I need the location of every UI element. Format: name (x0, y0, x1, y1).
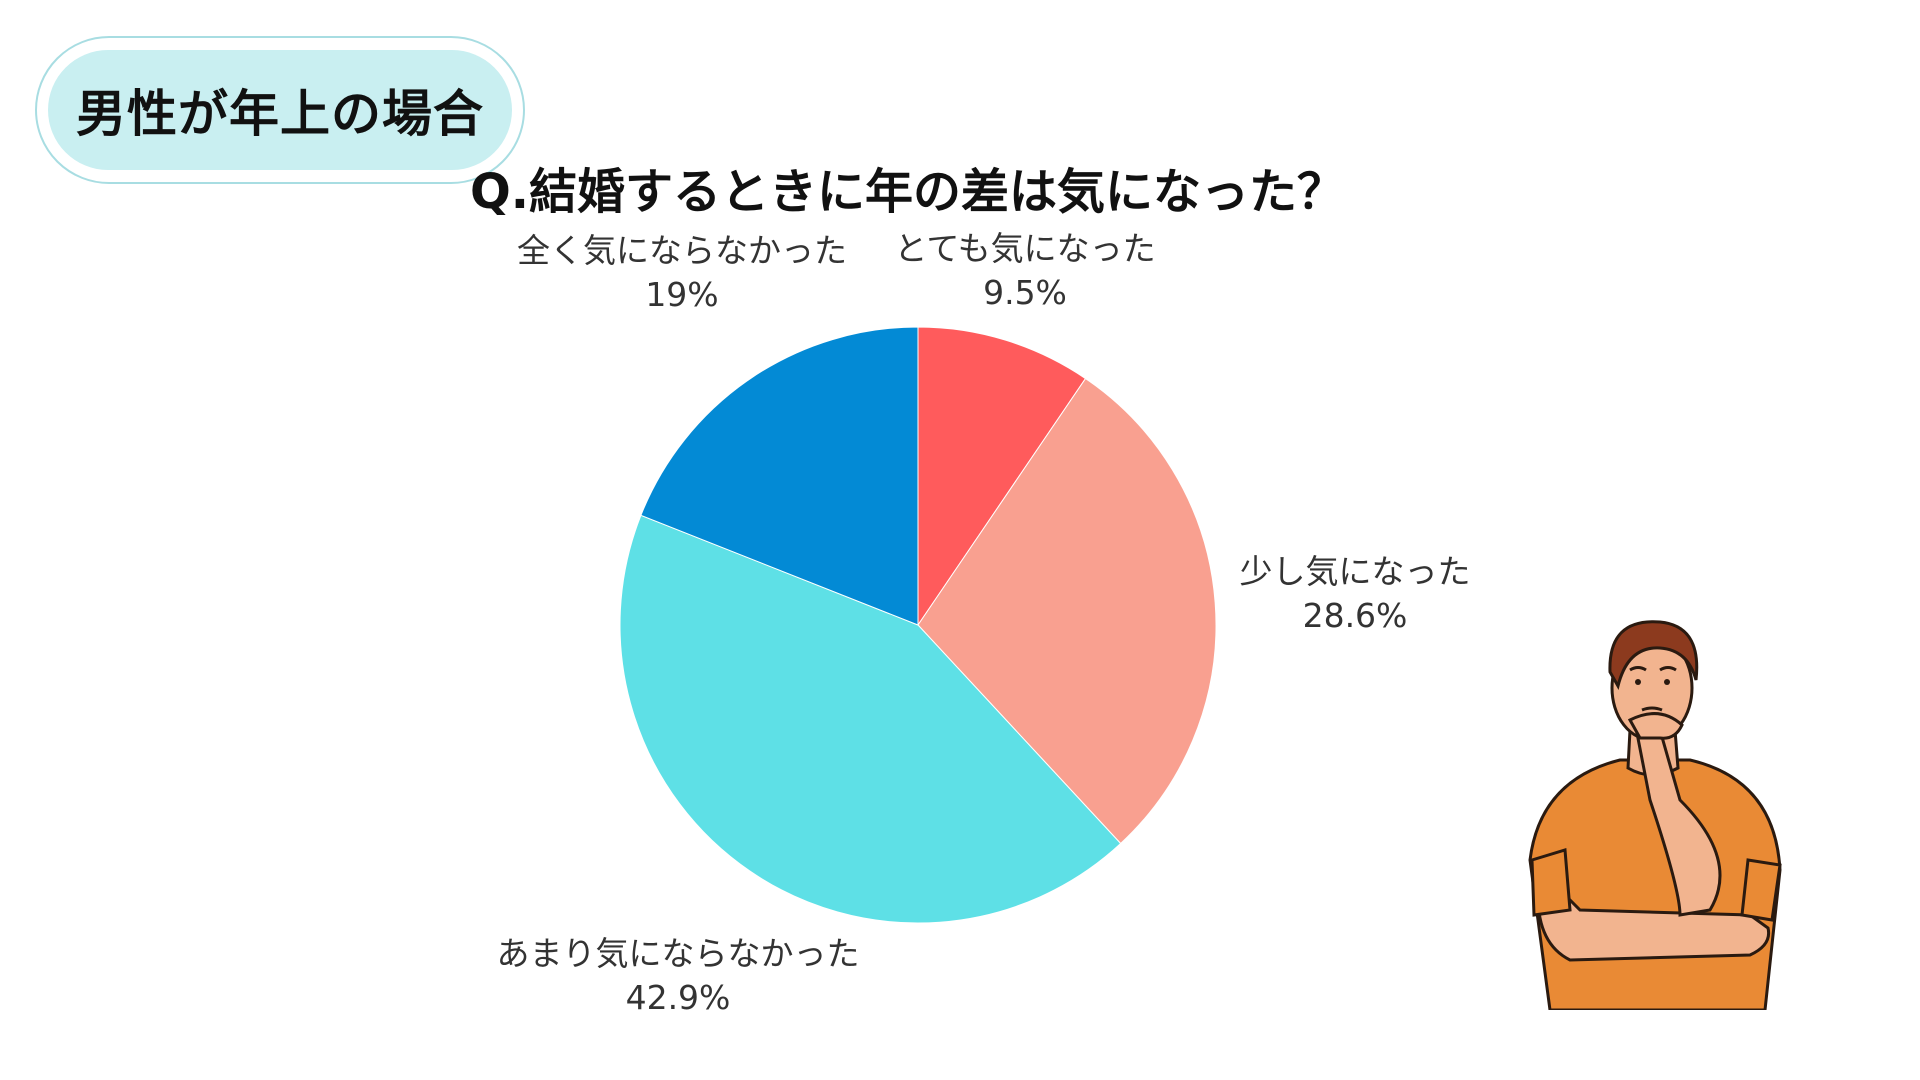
slice-value-label: 42.9% (626, 978, 731, 1017)
slice-category-label: あまり気にならなかった (497, 934, 860, 973)
pie-slice (917, 377, 1217, 845)
pie-slice (640, 326, 919, 626)
chart-title: Q.結婚するときに年の差は気になった？ (470, 164, 1346, 220)
pie-slice (917, 326, 1087, 627)
slice-category-label: とても気になった (894, 229, 1155, 268)
slice-value-label: 19% (645, 275, 718, 314)
pie-slice (619, 514, 1122, 924)
slice-value-label: 9.5% (983, 273, 1067, 312)
slice-value-label: 28.6% (1303, 596, 1408, 635)
slice-category-label: 少し気になった (1240, 552, 1471, 591)
slice-category-label: 全く気にならなかった (517, 231, 847, 270)
badge-label: 男性が年上の場合 (48, 50, 512, 170)
thinking-man-icon (1528, 620, 1782, 1010)
